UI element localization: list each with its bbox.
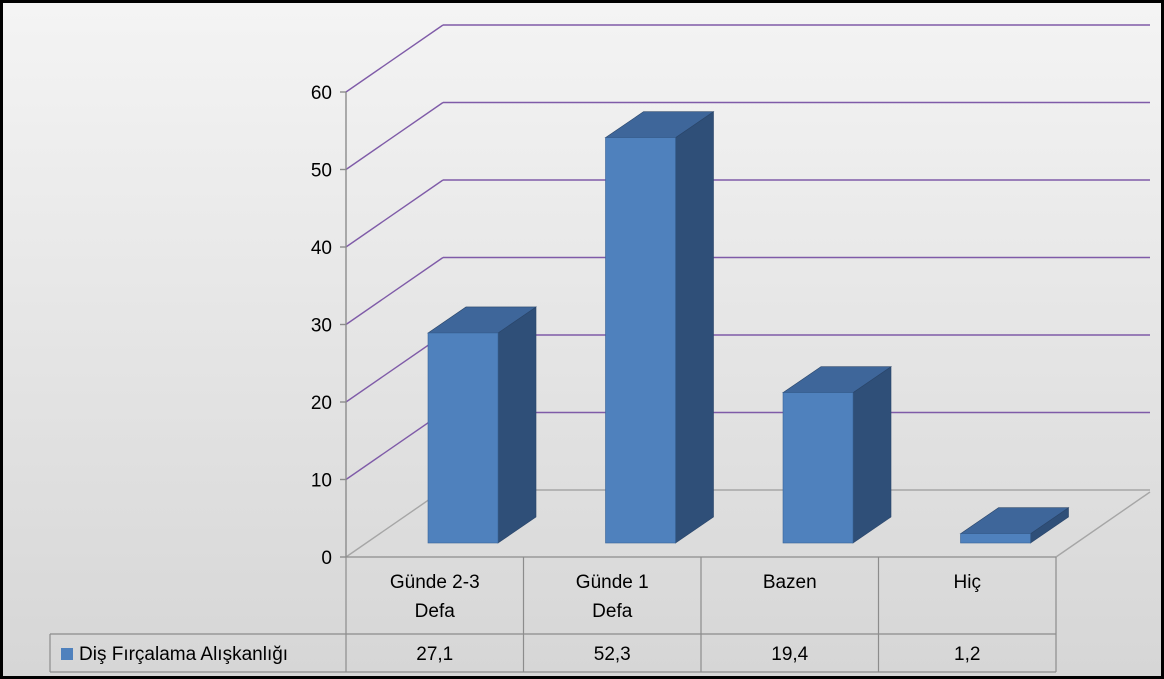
bar	[605, 137, 676, 544]
x-category-label-line: Günde 2-3	[390, 572, 480, 593]
gridline-side	[345, 411, 444, 481]
data-table-value: 27,1	[416, 644, 453, 665]
bar-side	[852, 366, 892, 544]
y-tick-label: 30	[311, 316, 332, 337]
y-axis: 0 10 20 30 40 50 60	[311, 83, 347, 569]
gridline-side	[345, 489, 444, 558]
legend-series-name: Diş Fırçalama Alışkanlığı	[79, 644, 288, 665]
x-category-label-line: Günde 1	[576, 572, 649, 593]
bar-group	[604, 111, 715, 544]
bar	[782, 392, 854, 544]
gridline-side	[345, 101, 444, 171]
bars	[427, 111, 1070, 544]
y-tick-label: 0	[321, 548, 332, 569]
x-category-label: Günde 2-3 Defa	[390, 572, 480, 622]
y-tick-label: 20	[311, 393, 332, 414]
data-table-value: 19,4	[771, 644, 808, 665]
x-category-label-line: Hiç	[954, 572, 981, 593]
gridlines	[345, 24, 1151, 558]
data-table: Diş Fırçalama Alışkanlığı Günde 2-3 DefaG…	[49, 556, 1057, 673]
data-table-value: 52,3	[594, 644, 631, 665]
x-category-label-line: Bazen	[763, 572, 817, 593]
bar-side	[675, 111, 714, 544]
bar	[960, 533, 1031, 544]
x-category-label-line: Defa	[592, 601, 633, 622]
y-tick-label: 50	[311, 161, 332, 182]
bar-group	[427, 306, 537, 544]
floor-edge	[1055, 491, 1151, 558]
y-tick-label: 60	[311, 83, 332, 104]
bar	[427, 332, 499, 544]
bar-group	[959, 507, 1070, 544]
x-category-label: Bazen	[763, 572, 817, 593]
bar-group	[782, 366, 892, 544]
x-category-label: Günde 1 Defa	[576, 572, 649, 622]
gridline-side	[345, 24, 444, 93]
gridline-side	[345, 256, 444, 326]
x-category-label: Hiç	[954, 572, 981, 593]
bar-side	[497, 306, 537, 544]
x-category-label-line: Defa	[415, 601, 456, 622]
legend-swatch	[61, 648, 73, 660]
y-tick-label: 10	[311, 471, 332, 492]
gridline-side	[345, 334, 444, 403]
y-tick-label: 40	[311, 238, 332, 259]
gridline-side	[345, 179, 444, 248]
data-table-value: 1,2	[954, 644, 980, 665]
